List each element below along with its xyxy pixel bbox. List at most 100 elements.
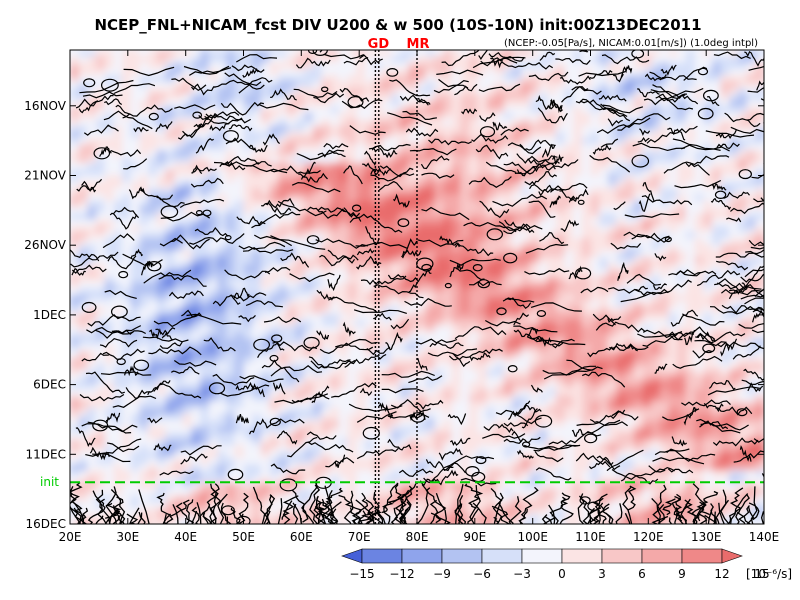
field-cell bbox=[148, 131, 158, 139]
field-cell bbox=[312, 194, 323, 202]
field-cell bbox=[113, 131, 123, 139]
field-cell bbox=[521, 144, 531, 152]
field-cell bbox=[529, 288, 540, 296]
field-cell bbox=[321, 206, 332, 214]
field-cell bbox=[477, 388, 488, 396]
field-cell bbox=[477, 219, 488, 227]
field-cell bbox=[104, 231, 115, 239]
field-cell bbox=[243, 169, 253, 177]
field-cell bbox=[685, 432, 696, 440]
field-cell bbox=[104, 238, 115, 246]
field-cell bbox=[616, 131, 626, 139]
field-cell bbox=[156, 388, 167, 396]
field-cell bbox=[286, 231, 297, 239]
field-cell bbox=[417, 257, 427, 265]
field-cell bbox=[651, 282, 661, 290]
field-cell bbox=[469, 250, 479, 258]
field-cell bbox=[87, 363, 97, 371]
field-cell bbox=[165, 388, 175, 396]
field-cell bbox=[564, 313, 574, 321]
field-cell bbox=[321, 401, 332, 409]
field-cell bbox=[633, 119, 644, 127]
field-cell bbox=[521, 269, 531, 277]
field-cell bbox=[616, 125, 626, 133]
field-cell bbox=[616, 313, 626, 321]
field-cell bbox=[191, 219, 201, 227]
field-cell bbox=[651, 275, 661, 283]
field-cell bbox=[130, 401, 141, 409]
field-cell bbox=[434, 162, 444, 170]
field-cell bbox=[564, 294, 574, 302]
field-cell bbox=[633, 250, 644, 258]
field-cell bbox=[70, 87, 80, 95]
field-cell bbox=[113, 369, 123, 377]
field-cell bbox=[330, 332, 340, 340]
field-cell bbox=[364, 300, 375, 308]
field-cell bbox=[208, 62, 219, 70]
field-cell bbox=[755, 137, 764, 145]
field-cell bbox=[555, 62, 566, 70]
field-cell bbox=[495, 294, 505, 302]
field-cell bbox=[252, 112, 262, 120]
field-cell bbox=[252, 288, 262, 296]
field-cell bbox=[208, 175, 219, 183]
field-cell bbox=[564, 338, 574, 346]
field-cell bbox=[642, 56, 652, 64]
field-cell bbox=[607, 213, 618, 221]
field-cell bbox=[685, 194, 696, 202]
field-cell bbox=[286, 106, 297, 114]
field-cell bbox=[607, 263, 618, 271]
field-cell bbox=[148, 420, 158, 428]
field-cell bbox=[703, 169, 713, 177]
field-cell bbox=[642, 263, 652, 271]
field-cell bbox=[703, 119, 713, 127]
field-cell bbox=[633, 395, 644, 403]
field-cell bbox=[104, 369, 115, 377]
field-cell bbox=[191, 395, 201, 403]
field-cell bbox=[547, 87, 557, 95]
field-cell bbox=[174, 169, 184, 177]
field-cell bbox=[564, 81, 574, 89]
field-cell bbox=[87, 125, 97, 133]
field-cell bbox=[182, 388, 193, 396]
field-cell bbox=[156, 250, 167, 258]
field-cell bbox=[547, 288, 557, 296]
field-cell bbox=[451, 313, 462, 321]
field-cell bbox=[503, 388, 514, 396]
field-cell bbox=[191, 194, 201, 202]
field-cell bbox=[659, 357, 670, 365]
field-cell bbox=[564, 288, 574, 296]
field-cell bbox=[417, 307, 427, 315]
field-cell bbox=[408, 106, 418, 114]
field-cell bbox=[720, 125, 731, 133]
field-cell bbox=[685, 257, 696, 265]
field-cell bbox=[590, 382, 600, 390]
field-cell bbox=[712, 93, 722, 101]
field-cell bbox=[625, 420, 635, 428]
field-cell bbox=[269, 231, 279, 239]
field-cell bbox=[399, 263, 410, 271]
field-cell bbox=[113, 188, 123, 196]
field-cell bbox=[165, 344, 175, 352]
field-cell bbox=[417, 225, 427, 233]
field-cell bbox=[156, 407, 167, 415]
field-cell bbox=[685, 56, 696, 64]
field-cell bbox=[269, 351, 279, 359]
field-cell bbox=[477, 231, 488, 239]
field-cell bbox=[200, 401, 210, 409]
field-cell bbox=[555, 382, 566, 390]
field-cell bbox=[208, 420, 219, 428]
field-cell bbox=[434, 244, 444, 252]
field-cell bbox=[364, 357, 375, 365]
field-cell bbox=[312, 75, 323, 83]
field-cell bbox=[286, 369, 297, 377]
field-cell bbox=[295, 282, 306, 290]
field-cell bbox=[148, 87, 158, 95]
field-cell bbox=[451, 169, 462, 177]
field-cell bbox=[269, 282, 279, 290]
field-cell bbox=[208, 413, 219, 421]
field-cell bbox=[156, 307, 167, 315]
field-cell bbox=[347, 388, 358, 396]
field-cell bbox=[712, 407, 722, 415]
field-cell bbox=[70, 131, 80, 139]
